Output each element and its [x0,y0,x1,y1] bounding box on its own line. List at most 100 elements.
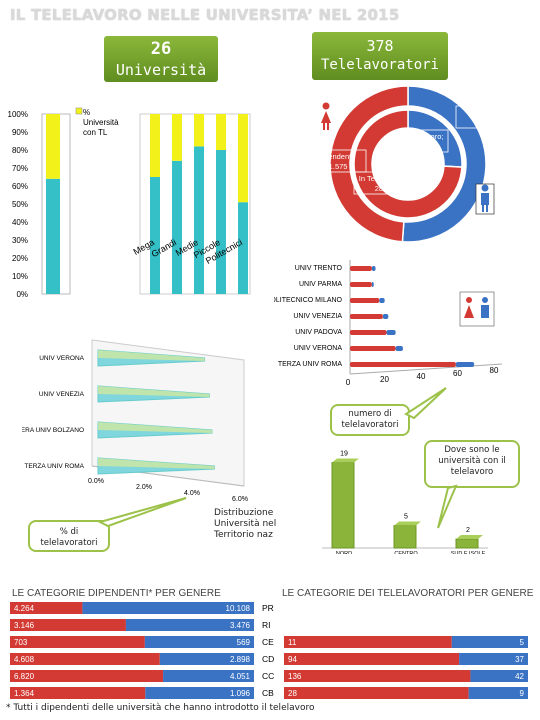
plot-bg [274,256,504,402]
legend-label-1: Università [83,118,119,127]
bar-3d-top-0 [98,350,205,361]
donut-value-2: 98 [418,142,426,151]
female-person-icon [466,297,472,303]
dip-bar-blue [82,602,254,614]
bar-red [350,346,396,351]
row-label: TERZA UNIV ROMA [24,463,84,470]
bar-blue [386,330,396,335]
bar-blue [371,282,374,287]
dip-value-blue: 1.096 [230,689,251,698]
xtick-label: 80 [490,366,499,375]
bar-yellow-grandi [172,114,182,161]
donut-label-3: In Telelavoro; [359,174,403,183]
bar-blue [395,346,403,351]
xtick-label: 4.0% [184,490,200,497]
tele-bar-red [284,653,460,665]
universita-label: Università [115,61,207,79]
tele-value-blue: 9 [520,689,525,698]
dip-value-red: 1.364 [14,689,35,698]
tele-value-blue: 5 [520,638,525,647]
bar-top [394,521,421,526]
dip-bar-red [10,687,146,699]
dip-value-red: 3.146 [14,621,35,630]
dip-value-blue: 569 [237,638,251,647]
bar-teal-mega [150,177,160,294]
dip-value-red: 703 [14,638,28,647]
bar-red [350,362,456,367]
tele-bar-red [284,636,452,648]
donut-value-1: 21.575 [325,162,348,171]
bar-blue [382,314,389,319]
legend-label-2: con TL [83,128,108,137]
tele-value-red: 28 [288,689,297,698]
ytick-label: 30% [12,236,28,245]
categorie-telelavoratori-title: LE CATEGORIE DEI TELELAVORATORI PER GENE… [282,588,534,599]
ytick-label: 20% [12,254,28,263]
bar-teal-medie [194,146,204,294]
footnote: * Tutti i dipendenti delle università ch… [6,703,315,713]
donut-outer-slice-1 [329,85,409,243]
telelavoratori-label: Telelavoratori [320,57,439,73]
donut-label-2: In telelavoro; [401,132,444,141]
dip-bar-blue [159,653,254,665]
ytick-label: 40% [12,218,28,227]
female-person-icon [321,102,331,130]
dip-value-blue: 2.898 [230,655,251,664]
row-label: UNIV PARMA [299,281,342,288]
donut-value-3: 280 [375,184,388,193]
tele-value-red: 11 [288,638,297,647]
dip-bar-blue [144,636,254,648]
bar-yellow-medie [194,114,204,147]
ytick-label: 100% [8,110,28,119]
total-bar-teal [46,178,60,294]
dip-bar-blue [125,619,255,631]
percent-telelavoratori-chart: 0.0% 2.0% 4.0% 6.0% UNIV VERONA UNIV VENEZIA L… [22,339,248,503]
dip-bar-blue [145,687,254,699]
category-label: NORD [336,551,352,554]
bar-teal-politecnici [238,202,248,294]
tele-value-blue: 42 [515,672,524,681]
xtick-label: 60 [453,369,462,378]
ytick-label: 80% [12,146,28,155]
callout-numero: numero di telelavoratori [330,404,410,436]
donut-label-box-2 [395,129,449,153]
categorie-chart: 4.264 10.108 PR 3.146 3.476 RI 703 569 CE 4.608 2.… [10,602,528,699]
telelavoratori-count-box: 378 Telelavoratori [312,32,448,80]
bar-top [456,535,483,539]
bar-red [350,266,372,271]
male-person-icon [482,297,488,303]
row-label: UNIV VENEZIA [39,391,85,398]
tele-bar-blue [451,636,528,648]
category-label: CB [262,688,274,698]
male-body [481,305,489,318]
donut-label-0: Dipendenti; [471,108,509,117]
legend-swatch [75,107,83,115]
dip-bar-red [10,602,83,614]
xtick-label: 20 [380,375,389,384]
bar-teal-piccole [216,150,226,294]
donut-label-box-3 [353,171,409,195]
dip-value-blue: 10.108 [226,604,251,613]
dip-bar-red [10,619,126,631]
tele-value-blue: 37 [515,655,524,664]
tele-bar-blue [470,670,528,682]
ytick-label: 50% [12,200,28,209]
bar-3d-top-3 [98,458,215,469]
dip-bar-red [10,636,145,648]
category-label: Grandi [150,237,178,259]
xtick-label: 6.0% [232,496,248,503]
categorie-dipendenti-title: LE CATEGORIE DIPENDENTI* PER GENERE [12,588,221,599]
bar-3d-top-1 [98,386,210,397]
bar-yellow-mega [150,114,160,177]
note-distribuzione: Distribuzione Università nel Territorio … [214,508,277,540]
telelavoratori-count: 378 [366,37,394,55]
category-label: CENTRO [394,551,418,554]
donut-label-box-1 [305,149,367,173]
dip-value-red: 4.608 [14,655,35,664]
dip-bar-red [10,670,164,682]
category-label: SUD E ISOLE [451,551,486,554]
tele-bar-red [284,670,471,682]
donut-outer-slice-0 [401,85,487,243]
